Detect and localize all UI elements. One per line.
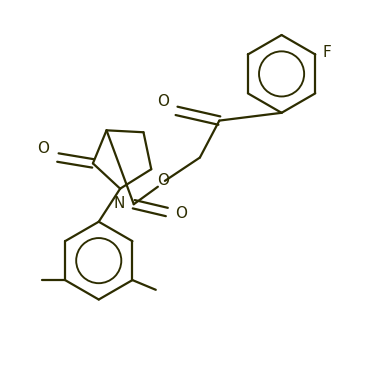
Text: N: N	[114, 196, 125, 211]
Text: O: O	[175, 207, 187, 221]
Text: O: O	[157, 94, 169, 109]
Text: O: O	[37, 140, 49, 156]
Text: F: F	[322, 45, 331, 60]
Text: O: O	[157, 173, 169, 188]
